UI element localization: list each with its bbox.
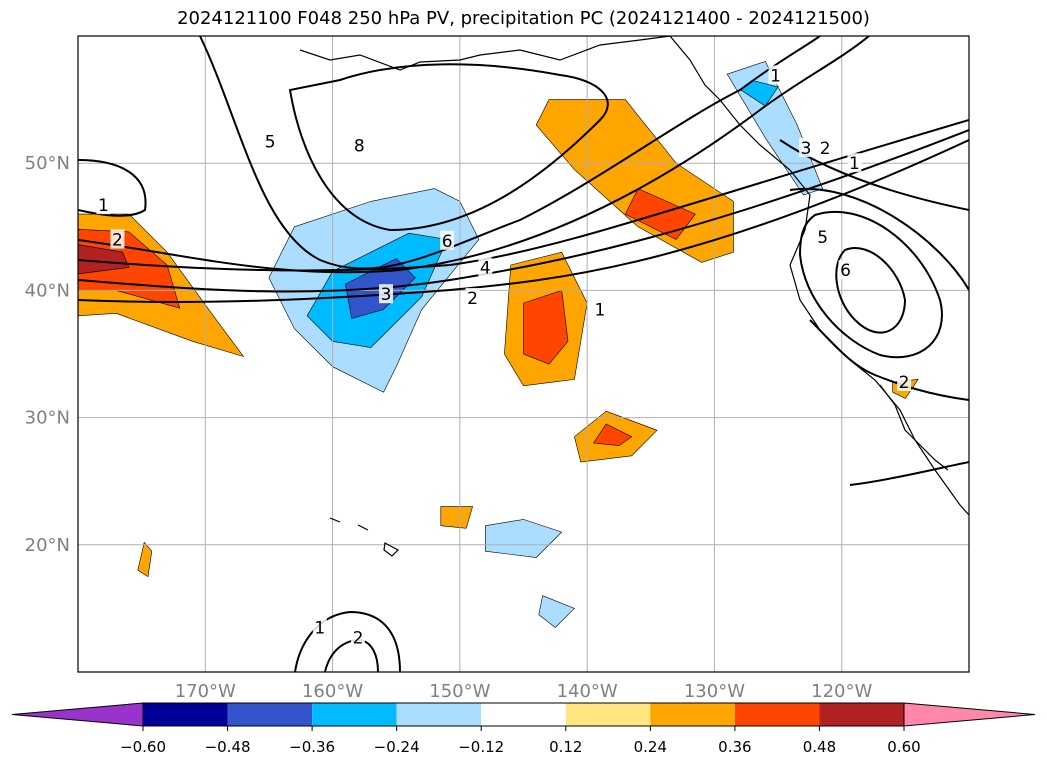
precip-region	[137, 541, 153, 578]
contour-label: 2	[353, 629, 364, 649]
latitude-tick-label: 50°N	[25, 153, 70, 174]
contour-label-background	[815, 226, 830, 246]
contour-label: 8	[354, 136, 365, 156]
contour-label: 1	[98, 196, 109, 216]
colorbar-tick-label: 0.12	[549, 738, 582, 756]
pv-contour	[798, 210, 943, 359]
latitude-tick-label: 20°N	[25, 535, 70, 556]
pv-contours	[78, 36, 969, 672]
colorbar-segment	[819, 703, 904, 726]
longitude-tick-label: 130°W	[684, 681, 745, 702]
contour-label: 5	[265, 133, 276, 153]
pv-contour	[78, 129, 969, 293]
precip-region	[78, 244, 130, 275]
contour-label: 2	[467, 289, 478, 309]
contour-label: 3	[381, 285, 392, 305]
pv-contour	[78, 139, 969, 303]
contour-label-background	[768, 65, 783, 85]
contour-label: 6	[840, 261, 851, 281]
contour-label-background	[847, 153, 862, 173]
precip-region	[440, 506, 474, 529]
colorbar-tick-label: 0.60	[887, 738, 920, 756]
pv-contour	[835, 247, 907, 334]
colorbar-tick-label: 0.48	[803, 738, 836, 756]
colorbar-tick-label: 0.24	[634, 738, 667, 756]
contour-label: 1	[849, 154, 860, 174]
contour-label: 1	[314, 618, 325, 638]
plot-frame	[77, 35, 970, 673]
contour-label: 2	[899, 373, 910, 393]
contour-label: 3	[801, 139, 812, 159]
colorbar-segment	[143, 703, 228, 726]
pv-contour	[288, 63, 609, 232]
contour-label: 1	[770, 66, 781, 86]
pv-contour	[78, 119, 969, 272]
colorbar-segment	[650, 703, 735, 726]
colorbar-segment	[312, 703, 397, 726]
colorbar-frame	[142, 702, 905, 727]
contour-label-background	[799, 137, 814, 157]
contour-label-background	[352, 135, 367, 155]
longitude-tick-label: 120°W	[811, 681, 872, 702]
colorbar-segment	[227, 703, 313, 726]
precip-region	[592, 423, 633, 446]
contour-label-background	[312, 617, 327, 637]
contour-label: 1	[594, 300, 605, 320]
longitude-tick-label: 140°W	[557, 681, 618, 702]
colorbar-segment	[734, 703, 820, 726]
contour-label-background	[478, 257, 493, 277]
contour-label: 4	[480, 259, 491, 279]
contour-label-background	[440, 230, 455, 250]
contour-label-background	[351, 627, 366, 647]
precip-region	[538, 595, 575, 628]
colorbar-tick-label: −0.12	[458, 738, 504, 756]
coastline-hawaii	[329, 517, 399, 557]
colorbar-tick-label: −0.24	[374, 738, 420, 756]
contour-label-background	[818, 137, 833, 157]
contour-label: 6	[442, 232, 453, 252]
contour-label-background	[379, 284, 394, 304]
contour-label-background	[263, 131, 278, 151]
contour-label-background	[96, 195, 111, 215]
contour-label-background	[838, 260, 853, 280]
colorbar-tick-label: −0.60	[120, 738, 166, 756]
contour-label-background	[110, 229, 125, 249]
latitude-tick-label: 40°N	[25, 280, 70, 301]
colorbar-segment	[565, 703, 651, 726]
pv-contour	[809, 319, 969, 401]
pv-contour	[199, 36, 821, 270]
colorbar: −0.60 −0.48 −0.36 −0.24 −0.12 0.12 0.24 0.36 0.4…	[11, 702, 1036, 756]
colorbar-tick-label: −0.36	[289, 738, 335, 756]
contour-label-background	[465, 288, 480, 308]
colorbar-segment	[396, 703, 482, 726]
contour-label: 5	[817, 228, 828, 248]
pv-contour	[78, 159, 147, 217]
map-title: 2024121100 F048 250 hPa PV, precipitatio…	[177, 8, 870, 29]
latitude-ticks: 20°N 30°N 40°N 50°N	[25, 153, 70, 556]
colorbar-tick-label: 0.36	[718, 738, 751, 756]
colorbar-tick-label: −0.48	[205, 738, 251, 756]
contour-label-background	[592, 299, 607, 319]
pv-contour	[849, 461, 969, 486]
contour-label-background	[897, 371, 912, 391]
colorbar-extend-low	[11, 702, 144, 727]
longitude-tick-label: 150°W	[429, 681, 490, 702]
longitude-ticks: 170°W 160°W 150°W 140°W 130°W 120°W	[175, 681, 873, 702]
coastline-alaska	[299, 36, 671, 71]
colorbar-segment	[481, 703, 566, 726]
contour-label: 2	[112, 231, 123, 251]
contour-label: 2	[820, 139, 831, 159]
colorbar-extend-high	[903, 702, 1036, 727]
coastline-baja	[879, 384, 949, 471]
latitude-tick-label: 30°N	[25, 408, 70, 429]
longitude-tick-label: 160°W	[302, 681, 363, 702]
longitude-tick-label: 170°W	[175, 681, 236, 702]
pv-contour	[294, 610, 401, 672]
pv-contour	[78, 36, 870, 274]
precip-region	[523, 289, 569, 365]
